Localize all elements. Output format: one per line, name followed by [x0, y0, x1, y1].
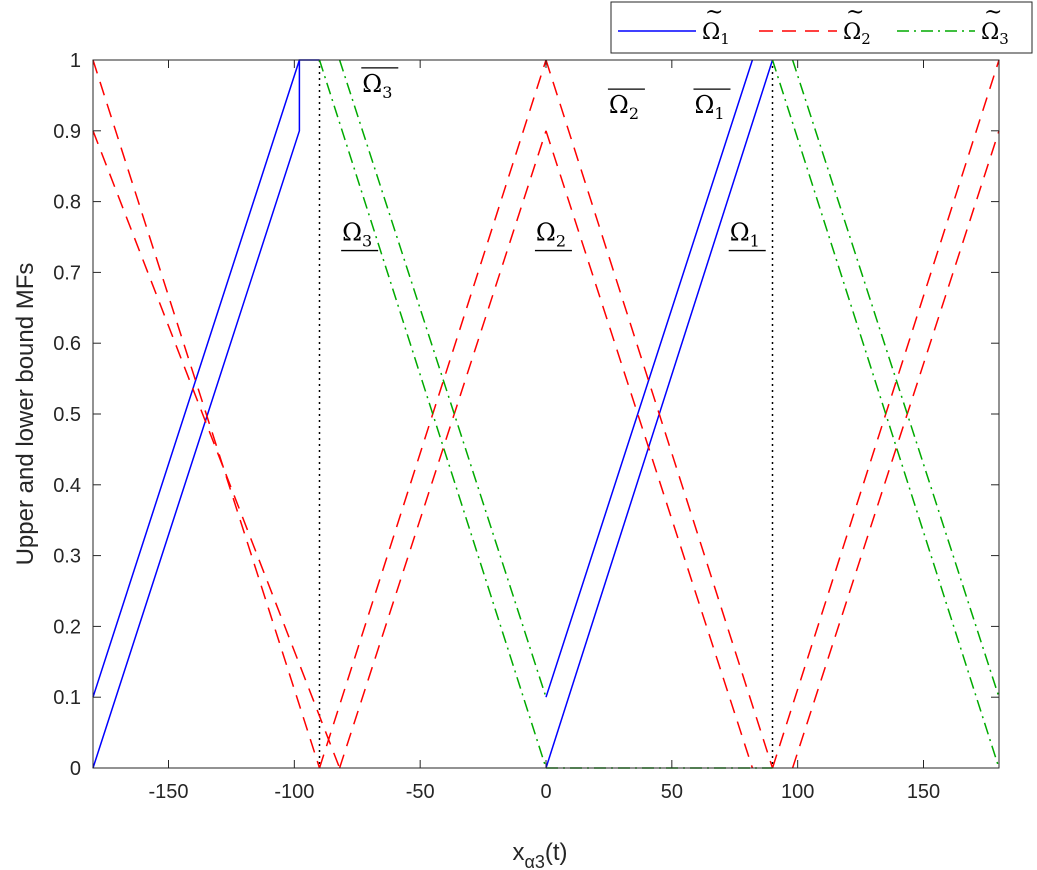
annotation-layer: Ω3 Ω2 Ω1 Ω3 Ω2 Ω1 — [341, 67, 766, 252]
y-tick-label: 0.7 — [53, 262, 81, 284]
x-tick-label: 50 — [661, 781, 683, 803]
x-tick-label: 100 — [781, 781, 814, 803]
series-2-line — [545, 130, 754, 769]
legend-tilde: ~ — [846, 0, 864, 25]
x-tick-label: 0 — [540, 781, 551, 803]
series-3-line — [338, 59, 547, 698]
x-tick-label: -150 — [148, 781, 188, 803]
series-2-line — [92, 59, 321, 769]
annotation-label: Ω2 — [609, 91, 639, 123]
legend-tilde: ~ — [705, 0, 723, 25]
y-tick-label: 0.1 — [53, 687, 81, 709]
x-tick-label: 150 — [907, 781, 940, 803]
x-axis-label: xα3(t) — [512, 839, 567, 870]
plot-area — [93, 60, 999, 768]
legend-label: Ω3 — [981, 20, 1009, 48]
annotation-label: Ω3 — [362, 70, 392, 102]
series-3-line — [771, 59, 1000, 769]
reference-lines — [318, 60, 774, 768]
annotation-label: Ω2 — [536, 219, 566, 251]
y-tick-label: 0.3 — [53, 546, 81, 568]
legend-label: Ω1 — [702, 20, 730, 48]
series-3-line — [791, 59, 1000, 698]
y-tick-label: 0.2 — [53, 616, 81, 638]
series-2-line — [791, 130, 1000, 769]
legend-box — [610, 1, 1033, 54]
series-2-line — [338, 130, 547, 769]
y-tick-label: 0.4 — [53, 475, 81, 497]
y-axis-label: Upper and lower bound MFs — [12, 263, 39, 566]
x-tick-label: -100 — [274, 781, 314, 803]
ticks-layer: -150 -100 -50 0 50 100 150 0 0.1 0.2 0.3 0.4 0.5 0.6 0… — [53, 50, 999, 803]
annotation-label: Ω1 — [730, 219, 760, 251]
series-1-line — [92, 59, 301, 698]
series-3-line — [318, 59, 547, 769]
annotation-label: Ω1 — [694, 91, 724, 123]
y-tick-label: 0.8 — [53, 192, 81, 214]
y-tick-label: 0.9 — [53, 121, 81, 143]
series-1-line — [545, 59, 754, 698]
y-tick-label: 0 — [70, 758, 81, 780]
legend-tilde: ~ — [984, 0, 1002, 25]
y-tick-label: 1 — [70, 50, 81, 72]
x-tick-label: -50 — [406, 781, 435, 803]
y-tick-label: 0.5 — [53, 404, 81, 426]
y-tick-label: 0.6 — [53, 333, 81, 355]
legend-label: Ω2 — [843, 20, 871, 48]
series-2-line — [545, 59, 774, 769]
legend: Ω1~Ω2~Ω3~ — [610, 0, 1033, 54]
annotation-label: Ω3 — [342, 219, 372, 251]
